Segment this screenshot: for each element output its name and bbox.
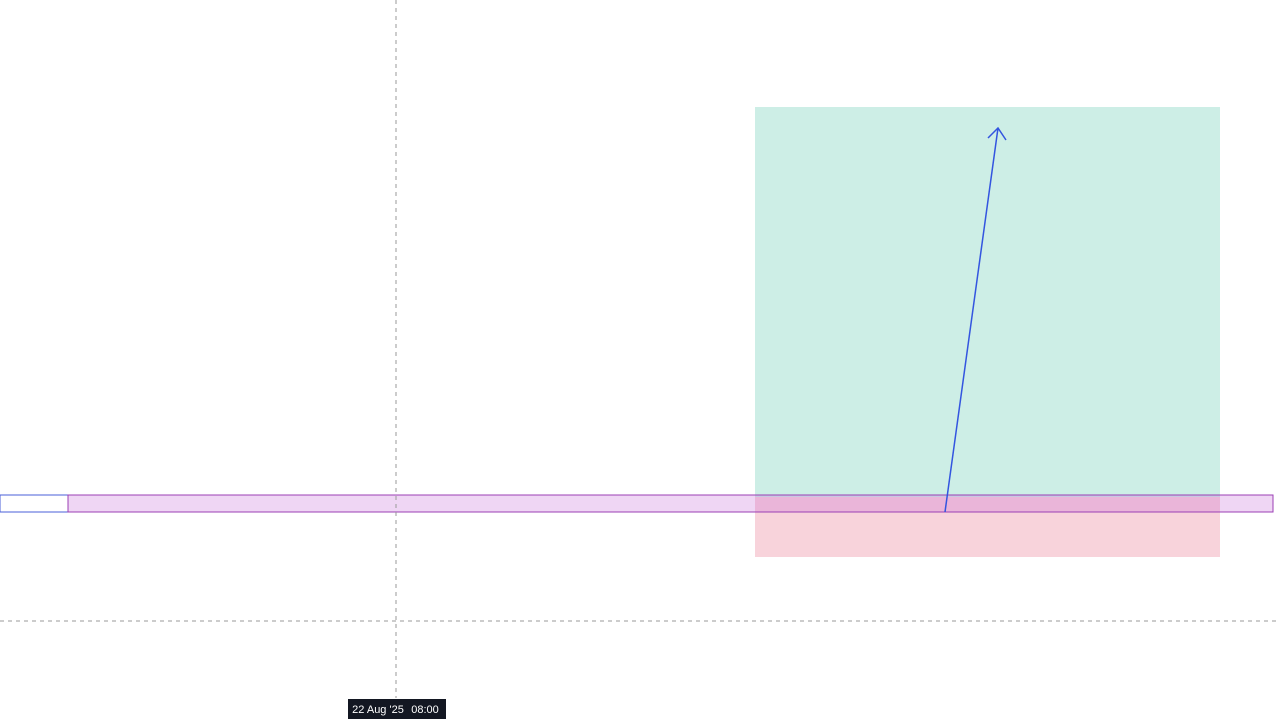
arrow[interactable] [944,127,999,513]
crosshair-label-box [348,699,446,719]
crosshair-time: 08:00 [411,704,439,716]
crosshair-date: 22 Aug '25 [352,704,404,716]
profit-zone[interactable] [755,107,1220,497]
arrow-head [987,126,1007,141]
supply-zone[interactable] [67,494,1274,513]
loss-zone[interactable] [755,497,1220,557]
